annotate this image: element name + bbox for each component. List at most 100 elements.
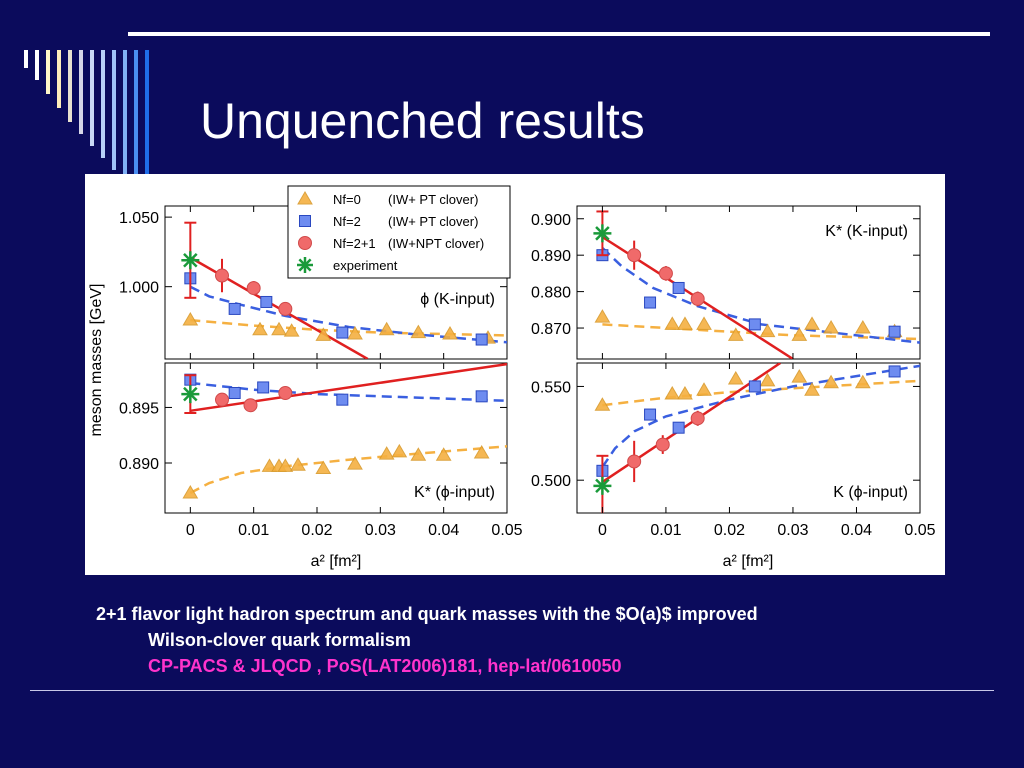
nf21-fit-line xyxy=(190,363,507,413)
nf21-point xyxy=(278,386,293,400)
nf2-point xyxy=(228,302,241,315)
stripe xyxy=(79,50,83,134)
nf0-point xyxy=(378,446,395,460)
nf0-point xyxy=(759,372,776,387)
x-tick-label: 0.02 xyxy=(714,522,745,539)
stripe xyxy=(57,50,61,108)
nf0-point xyxy=(594,309,611,323)
nf2-point xyxy=(299,215,311,227)
nf2-point xyxy=(748,318,761,331)
y-tick-label: 0.870 xyxy=(531,321,571,338)
nf0-point xyxy=(290,457,306,471)
nf0-point xyxy=(664,316,681,330)
nf0-fit-line xyxy=(602,323,920,341)
nf21-point xyxy=(690,411,705,426)
nf21-point xyxy=(243,398,258,413)
nf21-point xyxy=(690,291,705,306)
panel-plot-area xyxy=(181,221,507,359)
nf21-point xyxy=(627,454,642,469)
stripe xyxy=(46,50,50,94)
nf0-point xyxy=(442,325,458,340)
panel-plot-area xyxy=(593,363,920,513)
legend-box xyxy=(287,185,511,279)
nf0-point xyxy=(410,447,427,461)
nf0-point xyxy=(677,385,693,400)
nf2-point xyxy=(888,325,901,338)
y-tick-label: 0.890 xyxy=(119,456,159,473)
nf2-point xyxy=(672,421,685,434)
panel-plot-area xyxy=(593,210,920,359)
x-axis-label: a² [fm²] xyxy=(723,553,774,570)
x-tick-label: 0.03 xyxy=(365,522,396,539)
y-tick-label: 0.900 xyxy=(531,212,571,229)
citation-link[interactable]: CP-PACS & JLQCD , PoS(LAT2006)181, hep-l… xyxy=(148,656,622,676)
nf21-point xyxy=(658,266,673,281)
nf0-point xyxy=(594,397,611,411)
nf2-point xyxy=(888,365,901,378)
x-tick-label: 0 xyxy=(186,522,195,539)
panel-phi-k: 1.050 1.000 ϕ (K-input) xyxy=(119,205,508,360)
y-tick-label: 0.890 xyxy=(531,248,571,265)
nf2-point xyxy=(336,393,349,406)
legend-detail: (IW+ PT clover) xyxy=(388,214,478,229)
nf0-point xyxy=(182,485,199,499)
y-tick-label: 1.000 xyxy=(119,280,159,297)
nf0-point xyxy=(473,445,490,459)
decorative-stripes xyxy=(24,50,174,180)
x-tick-label: 0 xyxy=(598,522,607,539)
nf0-point xyxy=(791,327,808,341)
nf0-point xyxy=(664,385,681,400)
x-tick-label: 0.01 xyxy=(238,522,269,539)
nf0-point xyxy=(391,443,408,458)
legend-label: Nf=0 xyxy=(333,192,361,207)
stripe xyxy=(90,50,94,146)
legend-label: Nf=2 xyxy=(333,214,361,229)
footer-divider xyxy=(30,690,994,691)
nf0-point xyxy=(759,323,776,338)
nf0-point xyxy=(271,321,287,336)
nf0-point xyxy=(347,456,363,470)
chart-svg: 1.050 1.000 ϕ (K-input) 0.900 0.890 0.880 0.87… xyxy=(88,185,936,570)
stripe xyxy=(145,50,149,180)
x-tick-label: 0.04 xyxy=(841,522,872,539)
chart-figure: 1.050 1.000 ϕ (K-input) 0.900 0.890 0.880 0.87… xyxy=(85,174,945,575)
panel-kstar-k: 0.900 0.890 0.880 0.870 K* (K-input) xyxy=(531,205,921,360)
nf21-point xyxy=(655,437,670,452)
nf21-point xyxy=(298,236,312,250)
nf0-point xyxy=(854,320,871,334)
y-tick-label: 0.880 xyxy=(531,285,571,302)
experiment-point xyxy=(183,252,198,268)
panel-label: K* (K-input) xyxy=(825,223,908,240)
y-tick-label: 0.895 xyxy=(119,400,159,417)
nf2-fit-line xyxy=(190,381,507,403)
nf2-point xyxy=(257,381,270,394)
x-tick-label: 0.01 xyxy=(650,522,681,539)
x-tick-label: 0.02 xyxy=(301,522,332,539)
x-tick-label: 0.04 xyxy=(428,522,459,539)
caption-line-2: Wilson-clover quark formalism xyxy=(148,630,411,650)
nf0-point xyxy=(791,369,808,383)
caption-line-1: 2+1 flavor light hadron spectrum and qua… xyxy=(96,604,758,624)
nf0-point xyxy=(677,316,693,330)
stripe xyxy=(134,50,138,180)
legend-label: experiment xyxy=(333,258,398,273)
panel-plot-area xyxy=(181,363,507,499)
panel-label: ϕ (K-input) xyxy=(420,291,495,308)
nf2-point xyxy=(475,333,488,346)
nf0-point xyxy=(378,321,395,336)
nf21-point xyxy=(215,268,229,283)
y-tick-label: 0.500 xyxy=(531,473,571,490)
panel-k-phi: 0.550 0.500 0 0.01 0.02 0.03 0.04 0.05 K (ϕ-inpu… xyxy=(531,362,936,539)
nf0-point xyxy=(696,316,712,330)
nf0-point xyxy=(727,327,744,341)
x-tick-label: 0.05 xyxy=(491,522,522,539)
stripe xyxy=(35,50,39,80)
experiment-point xyxy=(595,478,610,494)
title-underline xyxy=(128,32,990,36)
legend: Nf=0 (IW+ PT clover) Nf=2 (IW+ PT clover) Nf… xyxy=(287,185,511,279)
panel-label: K (ϕ-input) xyxy=(833,484,908,501)
stripe xyxy=(68,50,72,122)
nf0-point xyxy=(315,327,332,341)
panel-kstar-phi: 0.895 0.890 0 0.01 0.02 0.03 0.04 0.05 K* (ϕ-inp… xyxy=(119,362,523,539)
nf2-fit-line xyxy=(601,364,920,468)
